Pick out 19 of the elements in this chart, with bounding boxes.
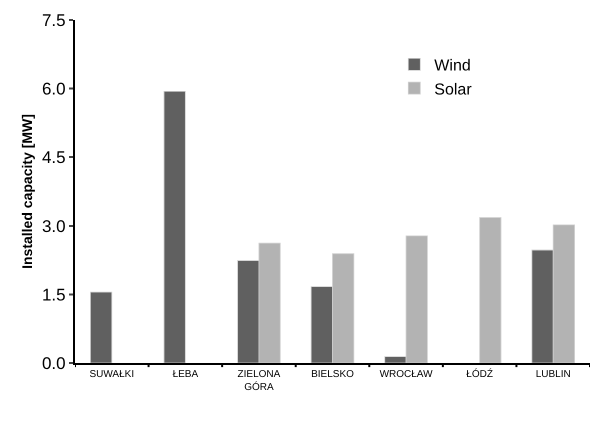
- x-tick-label: SUWAŁKI: [89, 369, 134, 380]
- x-tick-label: BIELSKO: [311, 369, 354, 380]
- bar: [90, 292, 112, 363]
- legend-label: Wind: [434, 58, 471, 75]
- y-tick-label: 3.0: [42, 216, 66, 236]
- x-tick-label: ŁEBA: [172, 369, 198, 380]
- y-tick-label: 1.5: [42, 285, 66, 304]
- x-tick-label: ZIELONA GÓRA: [238, 369, 281, 393]
- legend-label: Solar: [434, 81, 472, 98]
- y-tick-label: 6.0: [42, 80, 66, 99]
- y-tick-label: 0.0: [42, 354, 66, 373]
- x-tick-label: LUBLIN: [536, 369, 571, 380]
- y-tick-label: 4.5: [42, 148, 66, 168]
- x-tick-label: WROCŁAW: [380, 369, 434, 380]
- x-tick-label: ŁÓDŹ: [466, 368, 493, 380]
- bar: [479, 217, 502, 363]
- y-axis-title: Installed capacity [MW]: [19, 114, 36, 269]
- bar: [164, 90, 186, 363]
- y-tick-label: 7.5: [42, 10, 66, 30]
